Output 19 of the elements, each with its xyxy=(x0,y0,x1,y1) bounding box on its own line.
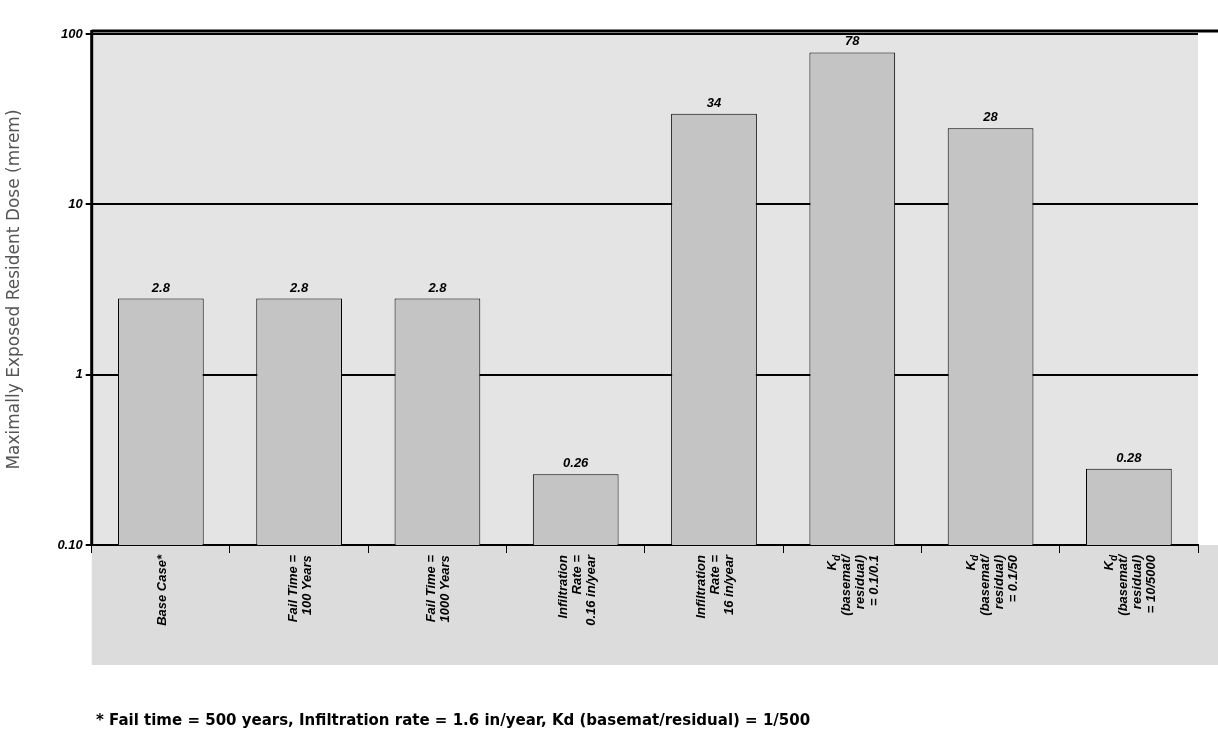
data-label: 2.8 xyxy=(150,279,171,295)
data-label: 0.26 xyxy=(563,455,590,471)
x-tick-label: Base Case* xyxy=(153,554,169,626)
data-label: 34 xyxy=(706,94,722,110)
data-label: 2.8 xyxy=(427,279,448,295)
y-tick-label: 100 xyxy=(61,25,84,41)
x-tick-label: Fail Time = 1000 Years xyxy=(423,554,453,623)
data-label: 2.8 xyxy=(289,279,309,295)
x-tick-label: Fail Time = 100 Years xyxy=(285,554,315,623)
x-tick-label: Infiltration Rate = 0.16 in/year xyxy=(554,554,598,626)
y-tick-label: 0.10 xyxy=(57,536,84,552)
x-tick-label: Infiltration Rate = 16 in/year xyxy=(692,554,736,619)
data-label: 78 xyxy=(845,33,861,49)
y-axis-title: Maximally Exposed Resident Dose (mrem) xyxy=(2,109,23,470)
y-tick-label: 10 xyxy=(68,195,84,211)
data-label: 0.28 xyxy=(1116,449,1143,465)
y-tick-label: 1 xyxy=(75,366,83,382)
data-label: 28 xyxy=(982,109,999,125)
text: * Fail time = 500 years, Infiltration rate = 1.6 in/year, Kd (basemat/residual) = 1/500 xyxy=(96,711,811,729)
